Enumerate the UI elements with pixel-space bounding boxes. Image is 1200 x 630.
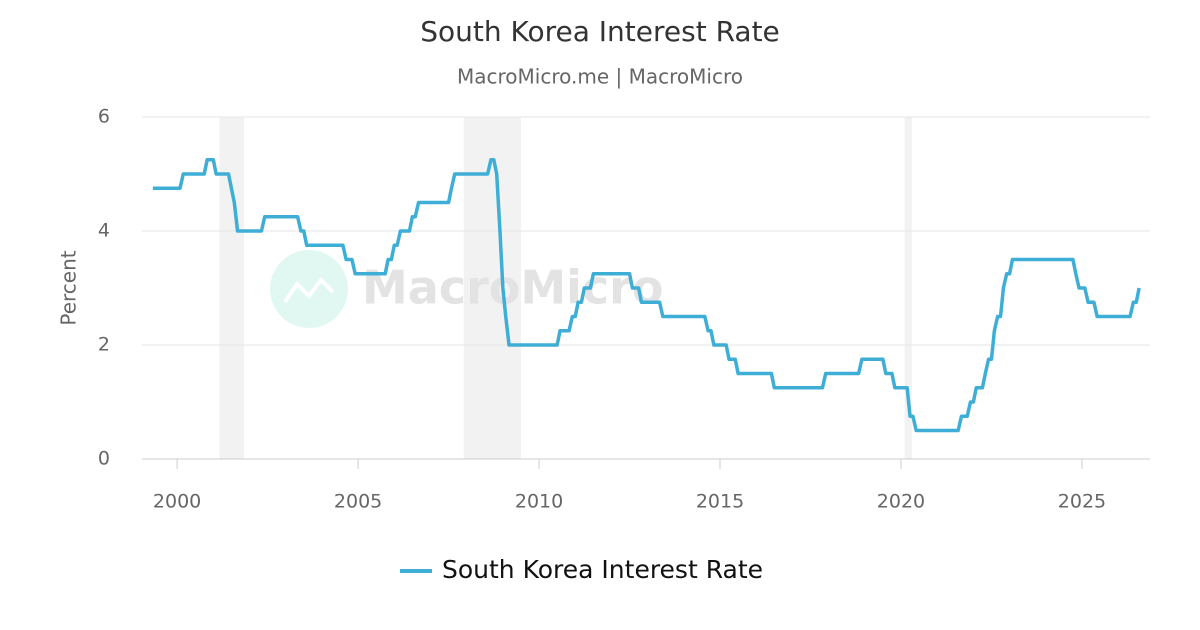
watermark: MacroMicro [362,261,663,315]
chart-title: South Korea Interest Rate [420,15,780,48]
watermark-icon [270,250,348,328]
shaded-period [904,117,912,459]
y-tick-label: 4 [98,220,110,242]
chart-subtitle: MacroMicro.me | MacroMicro [457,65,743,89]
x-tick-label: 2025 [1058,491,1106,513]
x-tick-label: 2020 [877,491,925,513]
x-tick-label: 2015 [696,491,744,513]
y-tick-label: 2 [98,334,110,356]
x-tick-label: 2005 [334,491,382,513]
x-tick-label: 2010 [515,491,563,513]
y-tick-label: 6 [98,106,110,128]
line [152,158,1141,433]
y-axis-label: Percent [57,250,81,325]
x-tick-label: 2000 [153,491,201,513]
legend-label: South Korea Interest Rate [442,555,763,584]
y-tick-label: 0 [98,448,110,470]
shaded-period [219,117,245,459]
